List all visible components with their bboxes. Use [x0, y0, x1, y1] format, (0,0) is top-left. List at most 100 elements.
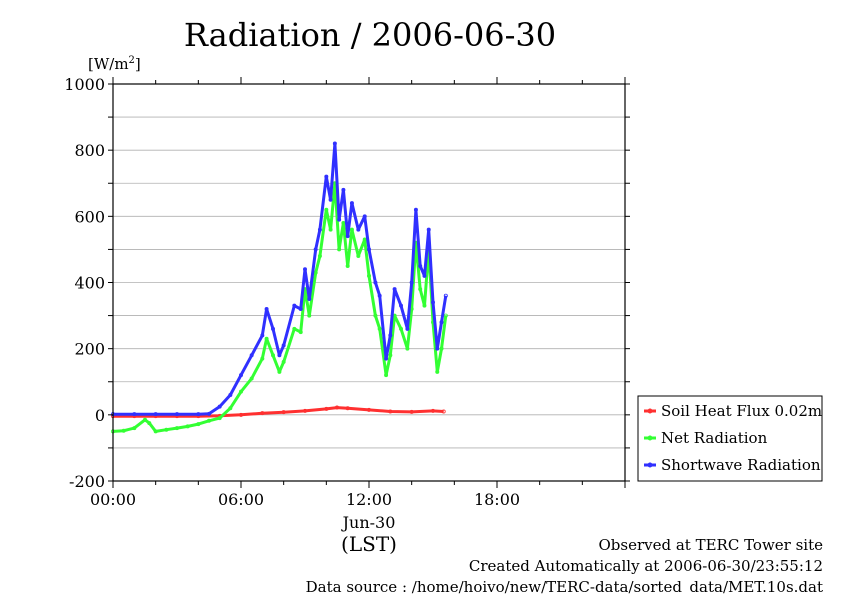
- y-tick-label: 800: [74, 141, 105, 160]
- data-point: [349, 201, 354, 206]
- data-point: [302, 408, 307, 413]
- data-point: [153, 429, 158, 434]
- data-point: [328, 227, 333, 232]
- data-point: [362, 214, 367, 219]
- legend: Soil Heat Flux 0.02m Net Radiation Shortwa…: [637, 395, 823, 482]
- data-point: [439, 346, 444, 351]
- y-axis-unit-close: ]: [135, 55, 141, 73]
- data-point: [164, 427, 169, 432]
- x-tick-label: 00:00: [90, 490, 136, 509]
- data-point: [413, 207, 418, 212]
- data-point: [377, 326, 382, 331]
- legend-label: Shortwave Radiation: [661, 456, 821, 474]
- data-point: [418, 263, 423, 268]
- data-point: [264, 306, 269, 311]
- x-tick-label: 12:00: [346, 490, 392, 509]
- data-point: [174, 426, 179, 431]
- data-point: [422, 273, 427, 278]
- data-point: [366, 247, 371, 252]
- data-point: [317, 227, 322, 232]
- data-point: [238, 373, 243, 378]
- data-point: [249, 353, 254, 358]
- data-point: [345, 406, 350, 411]
- x-axis-timezone-label: (LST): [341, 532, 397, 556]
- data-point: [418, 287, 423, 292]
- legend-label: Soil Heat Flux 0.02m: [661, 402, 822, 420]
- axis-ticks: -200 0 200 400 600 800 1000 00:00 06:00 12:00 18:0…: [64, 75, 630, 509]
- data-point: [443, 313, 448, 318]
- data-point: [217, 404, 222, 409]
- data-point: [292, 326, 297, 331]
- data-point: [356, 227, 361, 232]
- series-line-0: [113, 406, 444, 418]
- data-point: [441, 409, 446, 414]
- y-tick-label: 400: [74, 274, 105, 293]
- data-point: [307, 313, 312, 318]
- series-line-1: [112, 181, 448, 433]
- data-point: [238, 412, 243, 417]
- data-point: [324, 207, 329, 212]
- data-point: [349, 227, 354, 232]
- data-point: [260, 411, 265, 416]
- data-point: [426, 227, 431, 232]
- data-point: [337, 217, 342, 222]
- data-point: [260, 333, 265, 338]
- data-point: [328, 197, 333, 202]
- data-point: [405, 326, 410, 331]
- data-point: [121, 428, 126, 433]
- footer-data-source: Data source : /home/hoivo/new/TERC-data/…: [306, 578, 823, 595]
- data-point: [405, 346, 410, 351]
- y-tick-label: 0: [95, 406, 105, 425]
- data-point: [384, 373, 389, 378]
- data-point: [147, 421, 152, 426]
- x-axis-date-label: Jun-30: [341, 513, 396, 532]
- data-point: [334, 405, 339, 410]
- data-point: [392, 287, 397, 292]
- series-line-2: [113, 142, 448, 416]
- data-point: [313, 247, 318, 252]
- data-point: [341, 187, 346, 192]
- data-point: [356, 254, 361, 259]
- data-point: [270, 326, 275, 331]
- y-axis-unit-label: [W/m2]: [88, 55, 141, 73]
- data-point: [281, 410, 286, 415]
- data-point: [260, 356, 265, 361]
- y-tick-label: 200: [74, 340, 105, 359]
- y-tick-label: -200: [69, 472, 105, 491]
- data-point: [409, 409, 414, 414]
- data-point: [298, 330, 303, 335]
- x-tick-label: 18:00: [474, 490, 520, 509]
- data-point: [422, 303, 427, 308]
- legend-marker: [647, 462, 653, 468]
- data-point: [398, 303, 403, 308]
- data-point: [281, 359, 286, 364]
- legend-marker: [647, 435, 653, 441]
- data-point: [277, 369, 282, 374]
- data-point: [281, 343, 286, 348]
- data-point: [185, 424, 190, 429]
- footer-created: Created Automatically at 2006-06-30/23:5…: [469, 557, 823, 575]
- footer-observed: Observed at TERC Tower site: [598, 536, 823, 554]
- data-point: [435, 369, 440, 374]
- data-point: [435, 346, 440, 351]
- data-point: [398, 326, 403, 331]
- x-tick-label: 06:00: [218, 490, 264, 509]
- data-point: [409, 280, 414, 285]
- data-point: [373, 280, 378, 285]
- grid-lines: [113, 116, 625, 449]
- legend-label: Net Radiation: [661, 429, 768, 447]
- data-point: [249, 376, 254, 381]
- data-point: [196, 412, 201, 417]
- data-point: [196, 422, 201, 427]
- data-point: [388, 333, 393, 338]
- data-point: [228, 406, 233, 411]
- data-point: [377, 293, 382, 298]
- legend-box: [637, 395, 823, 482]
- data-point: [317, 254, 322, 259]
- data-point: [345, 263, 350, 268]
- data-point: [388, 409, 393, 414]
- data-point: [174, 412, 179, 417]
- y-tick-label: 600: [74, 207, 105, 226]
- data-point: [153, 412, 158, 417]
